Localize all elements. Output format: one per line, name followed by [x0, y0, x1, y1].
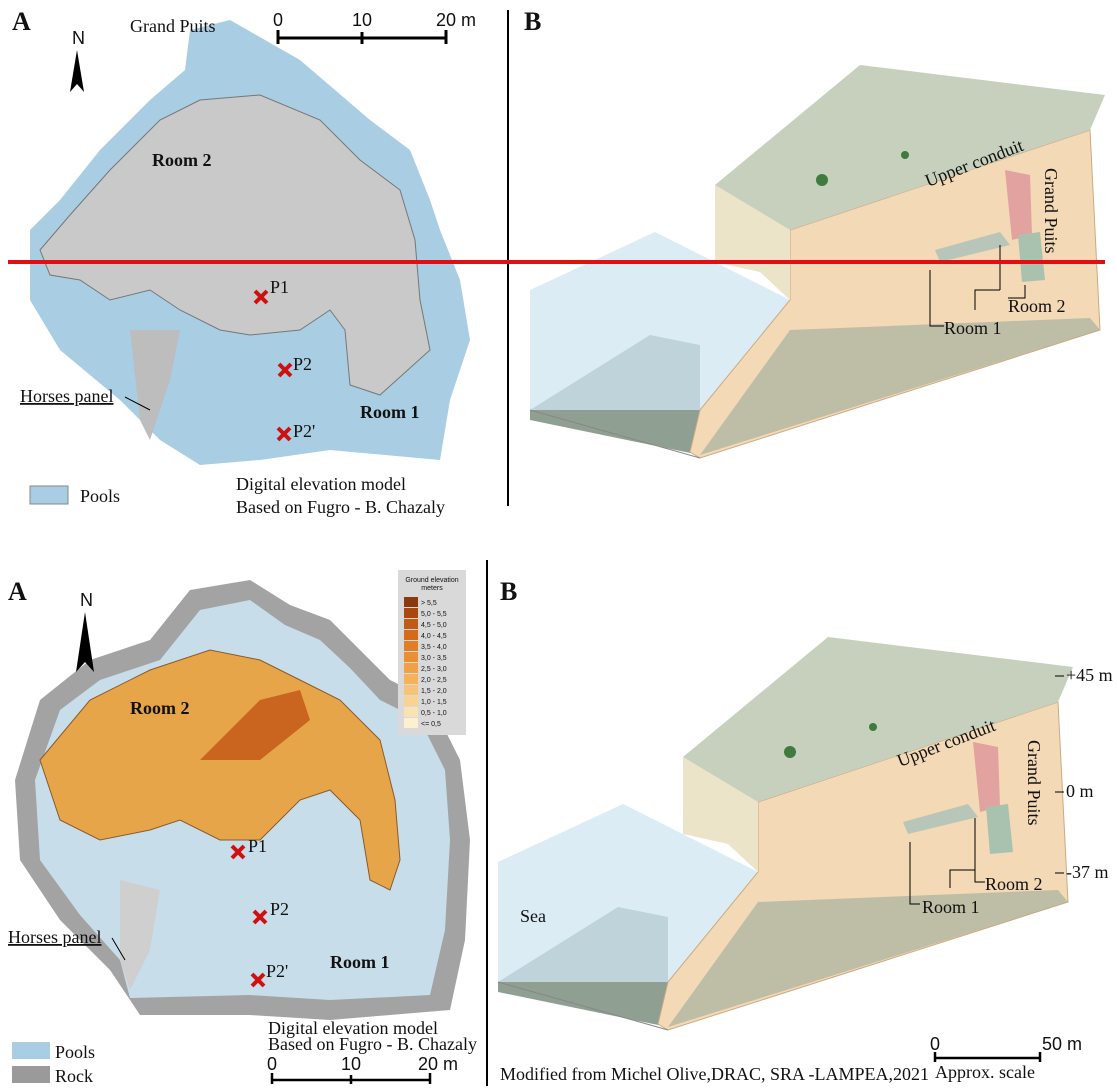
legend-swatch [12, 1042, 50, 1059]
legend-label: Pools [55, 1042, 95, 1062]
legend-label: 4,0 - 4,5 [421, 633, 447, 640]
room-label: Room 2 [130, 698, 190, 718]
panel-label: B [524, 7, 541, 36]
legend-swatch [404, 608, 418, 618]
point-label: P2' [266, 961, 288, 981]
entrance-label: Grand Puits [1024, 740, 1044, 826]
legend-swatch [404, 696, 418, 706]
legend-swatch [404, 652, 418, 662]
point-label: P1 [270, 277, 289, 297]
point-label: P2 [293, 354, 312, 374]
source-text: Digital elevation model [236, 474, 406, 494]
terrain [39, 94, 431, 396]
legend-title: meters [421, 585, 443, 592]
point-label: P2 [270, 899, 289, 919]
scale-label: 50 m [1042, 1034, 1082, 1054]
legend-label: 2,5 - 3,0 [421, 666, 447, 673]
entrance-label: Grand Puits [130, 16, 216, 36]
horses-label: Horses panel [20, 386, 113, 406]
room-label: Room 1 [922, 897, 980, 917]
room-label: Room 2 [152, 150, 212, 170]
room-label: Room 1 [944, 318, 1002, 338]
scale-bar [270, 1073, 432, 1084]
scale-label: 10 [352, 10, 372, 30]
north-label: N [72, 28, 85, 48]
source-text: Based on Fugro - B. Chazaly [236, 497, 445, 517]
level-ticks [1055, 675, 1064, 874]
panel-label: B [500, 577, 517, 606]
north-arrow [76, 612, 94, 672]
leader [929, 270, 1000, 327]
legend-swatch [404, 619, 418, 629]
legend-label: 1,5 - 2,0 [421, 688, 447, 695]
legend-label: Pools [80, 486, 120, 506]
source-text: Digital elevation model [268, 1018, 438, 1038]
terrain [120, 880, 160, 990]
sea-label: Sea [520, 906, 546, 926]
level-label: +45 m [1066, 665, 1113, 685]
legend-label: 0,5 - 1,0 [421, 710, 447, 717]
legend-label: 3,5 - 4,0 [421, 644, 447, 651]
legend-title: Ground elevation [405, 577, 458, 584]
scale-label: 0 [267, 1054, 277, 1074]
scale-bar [276, 30, 448, 44]
scale-note: Approx. scale [935, 1062, 1035, 1082]
legend-swatch [404, 630, 418, 640]
legend-label: 4,5 - 5,0 [421, 622, 447, 629]
legend-swatch [404, 718, 418, 728]
legend-swatch [404, 707, 418, 717]
scale-label: 0 [930, 1034, 940, 1054]
legend-swatch [12, 1066, 50, 1083]
panel-label: A [12, 7, 31, 36]
scale-label: 10 [341, 1054, 361, 1074]
leader [111, 937, 126, 961]
legend-label: <= 0,5 [421, 721, 441, 728]
legend-swatch [404, 597, 418, 607]
scale-bar [933, 1052, 1042, 1062]
terrain [130, 330, 180, 440]
room-label: Room 1 [360, 402, 420, 422]
legend-label: 5,0 - 5,5 [421, 611, 447, 618]
terrain [200, 690, 310, 760]
legend-swatch [404, 641, 418, 651]
legend-label: 1,0 - 1,5 [421, 699, 447, 706]
leader [909, 818, 985, 905]
room-label: Room 2 [1008, 296, 1066, 316]
legend-swatch [404, 674, 418, 684]
legend-label: Rock [55, 1066, 93, 1086]
legend-swatch [404, 685, 418, 695]
legend-label: > 5,5 [421, 600, 437, 607]
room-label: Room 1 [330, 952, 390, 972]
leader [999, 245, 1026, 299]
legend-label: 2,0 - 2,5 [421, 677, 447, 684]
scale-label: 0 [273, 10, 283, 30]
credit: Modified from Michel Olive,DRAC, SRA -LA… [500, 1064, 929, 1084]
terrain [39, 649, 401, 891]
level-label: 0 m [1066, 781, 1094, 801]
north-arrow [70, 50, 84, 92]
legend-swatch [29, 485, 69, 505]
legend-label: 3,0 - 3,5 [421, 655, 447, 662]
point-label: P2' [293, 421, 315, 441]
scale-label: 20 m [418, 1054, 458, 1074]
entrance-label: Grand Puits [1041, 168, 1061, 254]
level-label: -37 m [1066, 862, 1109, 882]
legend-swatch [404, 663, 418, 673]
horses-label: Horses panel [8, 927, 101, 947]
scale-label: 20 m [436, 10, 476, 30]
panel-label: A [8, 577, 27, 606]
north-label: N [80, 590, 93, 610]
room-label: Room 2 [985, 874, 1043, 894]
point-label: P1 [248, 836, 267, 856]
source-text: Based on Fugro - B. Chazaly [268, 1034, 477, 1054]
leader [124, 396, 151, 411]
